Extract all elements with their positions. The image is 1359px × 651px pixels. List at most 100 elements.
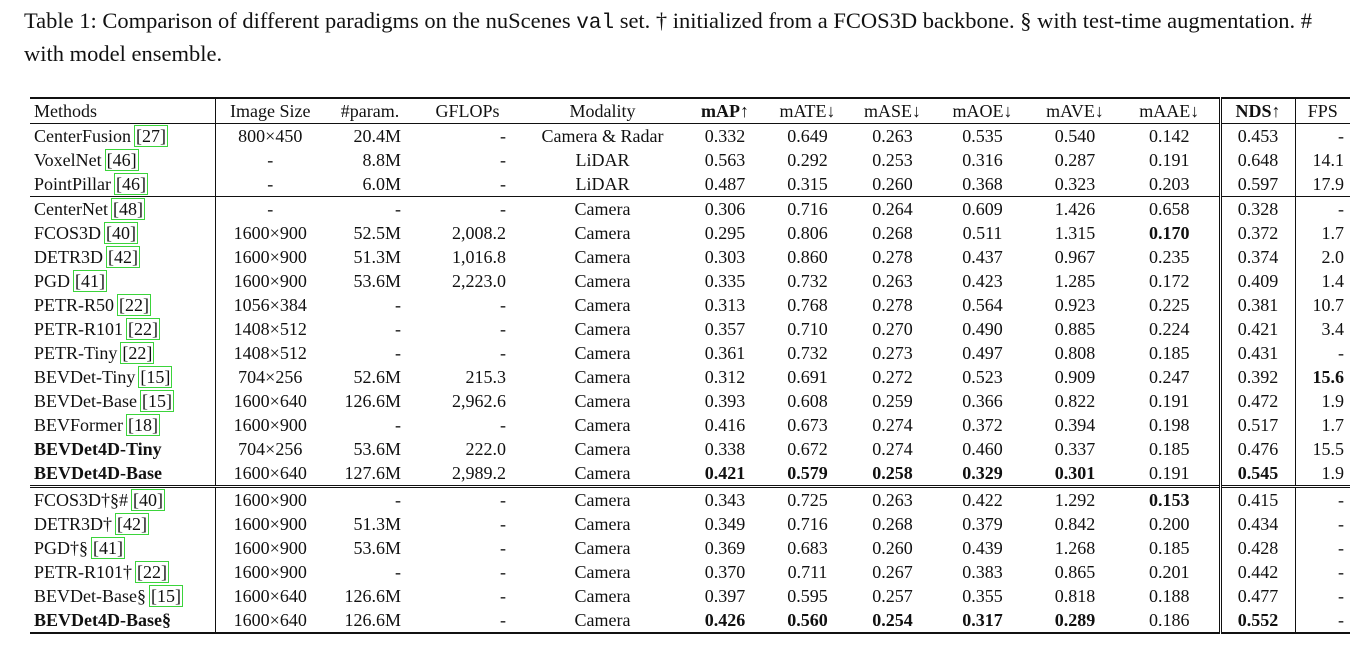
table-cell: 0.923 <box>1054 295 1096 315</box>
table-cell: 1.7 <box>1321 415 1345 435</box>
table-cell: 1.7 <box>1321 223 1345 243</box>
table-cell: - <box>1338 586 1344 606</box>
citation[interactable]: [40] <box>104 222 139 244</box>
table-cell: 222.0 <box>465 439 507 459</box>
table-cell: 0.264 <box>872 199 913 219</box>
table-cell: 127.6M <box>344 463 401 483</box>
table-cell: 0.301 <box>1054 463 1096 483</box>
table-cell: 1600×640 <box>233 610 307 630</box>
table-cell: 0.172 <box>1149 271 1190 291</box>
citation[interactable]: [41] <box>73 270 108 292</box>
table-cell: 0.201 <box>1149 562 1190 582</box>
table-row: DETR3D† [42] 1600×900 51.3M - Camera 0.349 0.71… <box>30 512 1350 536</box>
table-cell: 0.368 <box>962 174 1003 194</box>
method-cell: PETR-R50 [22] <box>30 293 216 317</box>
table-cell: - <box>500 295 506 315</box>
table-cell: 0.313 <box>704 295 746 315</box>
method-cell: CenterFusion [27] <box>30 123 216 148</box>
table-cell: 2,962.6 <box>452 391 506 411</box>
table-cell: Camera <box>574 514 631 534</box>
method-name: BEVDet4D-Tiny <box>34 439 162 459</box>
citation[interactable]: [46] <box>104 149 139 171</box>
table-cell: 0.885 <box>1054 319 1096 339</box>
citation[interactable]: [42] <box>115 513 149 535</box>
table-cell: 1056×384 <box>233 295 307 315</box>
table-cell: 0.434 <box>1218 512 1296 536</box>
table-cell: 8.8M <box>362 150 401 170</box>
table-cell: Camera <box>574 538 631 558</box>
table-cell: 0.649 <box>787 126 828 146</box>
table-cell: - <box>1338 562 1344 582</box>
table-cell: 20.4M <box>353 126 401 146</box>
table-cell: 0.428 <box>1218 536 1296 560</box>
table-cell: - <box>395 295 401 315</box>
table-cell: 0.517 <box>1218 413 1296 437</box>
table-cell: 1600×900 <box>233 490 307 510</box>
method-name: VoxelNet <box>34 150 102 170</box>
caption-code: val <box>576 12 615 35</box>
table-cell: 0.421 <box>1218 317 1296 341</box>
citation[interactable]: [22] <box>126 318 161 340</box>
table-cell: 0.416 <box>704 415 746 435</box>
table-cell: - <box>500 319 506 339</box>
table-cell: 0.865 <box>1054 562 1096 582</box>
table-cell: 0.272 <box>872 367 913 387</box>
citation[interactable]: [15] <box>139 390 174 412</box>
table-cell: 0.170 <box>1149 223 1190 243</box>
method-name: DETR3D† <box>34 514 112 534</box>
column-header: mASE↓ <box>863 101 921 121</box>
table-cell: Camera <box>574 295 631 315</box>
citation[interactable]: [27] <box>134 125 168 147</box>
table-cell: - <box>1338 199 1344 219</box>
table-cell: 0.185 <box>1149 538 1190 558</box>
table-cell: 53.6M <box>353 271 401 291</box>
table-cell: - <box>395 562 401 582</box>
table-cell: 0.278 <box>872 295 913 315</box>
method-name: FCOS3D <box>34 223 102 243</box>
table-cell: - <box>267 199 274 219</box>
table-cell: 0.383 <box>962 562 1003 582</box>
table-cell: Camera <box>574 586 631 606</box>
citation[interactable]: [18] <box>126 414 160 436</box>
table-cell: 0.303 <box>704 247 746 267</box>
table-cell: 0.372 <box>1218 221 1296 245</box>
citation[interactable]: [15] <box>138 366 173 388</box>
table-cell: 0.490 <box>962 319 1003 339</box>
table-cell: - <box>500 490 506 510</box>
column-header: NDS↑ <box>1218 98 1296 124</box>
table-cell: 0.422 <box>962 490 1003 510</box>
citation[interactable]: [22] <box>117 294 152 316</box>
table-cell: 0.260 <box>872 174 913 194</box>
citation[interactable]: [22] <box>120 342 155 364</box>
table-cell: 0.768 <box>787 295 828 315</box>
table-cell: 0.711 <box>787 562 828 582</box>
citation[interactable]: [46] <box>114 173 149 195</box>
table-cell: 0.732 <box>787 271 828 291</box>
table-cell: 1.9 <box>1321 463 1345 483</box>
table-cell: 0.545 <box>1218 461 1296 487</box>
table-cell: 0.357 <box>704 319 746 339</box>
table-cell: Camera <box>574 439 631 459</box>
table-cell: 0.312 <box>704 367 746 387</box>
table-cell: 126.6M <box>344 586 401 606</box>
method-cell: BEVDet4D-Tiny <box>30 437 216 461</box>
table-cell: - <box>1338 126 1344 146</box>
method-name: PETR-R50 <box>34 295 115 315</box>
citation[interactable]: [15] <box>148 585 183 607</box>
column-header: mAAE↓ <box>1139 101 1200 121</box>
table-cell: 0.374 <box>1218 245 1296 269</box>
table-cell: 0.716 <box>787 199 828 219</box>
table-cell: - <box>500 126 506 146</box>
citation[interactable]: [41] <box>91 537 126 559</box>
table-cell: 1,016.8 <box>452 247 506 267</box>
table-cell: 0.379 <box>962 514 1003 534</box>
citation[interactable]: [48] <box>110 198 145 220</box>
table-cell: 0.437 <box>962 247 1003 267</box>
method-cell: PointPillar [46] <box>30 172 216 197</box>
citation[interactable]: [22] <box>135 561 170 583</box>
table-cell: 1600×900 <box>233 562 307 582</box>
table-cell: - <box>1338 490 1344 510</box>
citation[interactable]: [42] <box>106 246 140 268</box>
table-cell: 0.476 <box>1218 437 1296 461</box>
citation[interactable]: [40] <box>131 489 166 511</box>
